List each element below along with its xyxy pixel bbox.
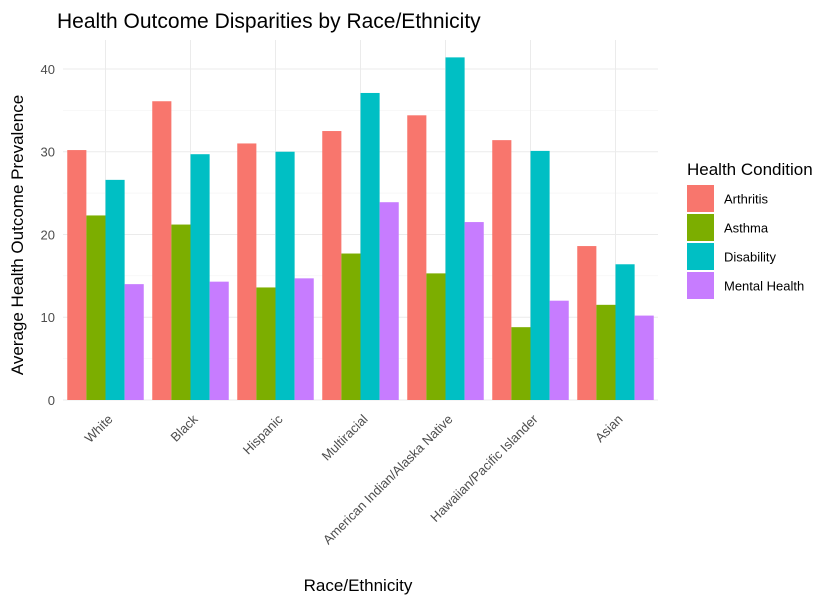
bar-mental-health [464,222,484,400]
legend-key [687,214,714,241]
legend-key [687,243,714,270]
bar-arthritis [152,101,172,400]
bar-disability [190,154,210,400]
bar-asthma [426,273,446,400]
bar-arthritis [67,150,87,400]
bar-disability [105,179,125,400]
bar-asthma [511,327,531,400]
bar-arthritis [492,140,512,400]
bar-mental-health [209,281,229,400]
legend-label: Arthritis [724,192,769,207]
bar-disability [615,264,635,400]
bar-arthritis [407,115,427,400]
y-tick-label: 30 [41,145,55,160]
bar-disability [275,151,295,400]
x-tick-label: White [82,412,116,446]
bar-arthritis [577,246,597,400]
legend-label: Disability [724,250,777,265]
y-tick-label: 20 [41,227,55,242]
y-tick-label: 10 [41,310,55,325]
bar-asthma [341,253,361,400]
y-axis-title: Average Health Outcome Prevalence [8,95,27,375]
legend-label: Asthma [724,221,769,236]
bar-disability [530,150,550,400]
legend-label: Mental Health [724,279,804,294]
bar-mental-health [379,202,399,400]
bar-mental-health [549,300,569,400]
bar-disability [360,92,380,400]
y-tick-label: 40 [41,62,55,77]
legend-key [687,185,714,212]
bar-asthma [596,304,616,400]
bar-mental-health [294,278,314,400]
bar-disability [445,57,465,401]
y-axis-ticks: 0 10 20 30 40 [41,62,55,408]
bar-asthma [86,215,106,400]
x-tick-label: Multiracial [319,411,371,463]
chart-title: Health Outcome Disparities by Race/Ethni… [57,10,481,33]
bar-arthritis [237,143,257,400]
x-tick-label: Black [168,411,201,444]
y-tick-label: 0 [48,393,55,408]
bar-arthritis [322,131,342,400]
bar-mental-health [124,284,144,400]
bar-mental-health [634,315,654,400]
legend-key [687,272,714,299]
bar-asthma [256,287,276,400]
x-axis-title: Race/Ethnicity [304,576,413,595]
x-tick-label: Asian [592,412,626,446]
legend-title: Health Condition [687,160,813,179]
bar-asthma [171,224,191,400]
legend: Arthritis Asthma Disability Mental Health [687,185,804,299]
x-tick-label: Hispanic [240,411,286,457]
bars [67,57,654,401]
